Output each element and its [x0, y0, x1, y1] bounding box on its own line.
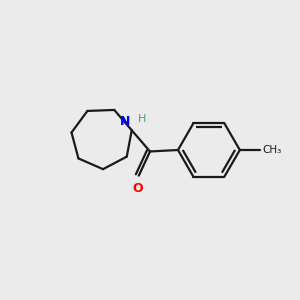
Text: CH₃: CH₃ — [263, 145, 282, 155]
Text: O: O — [132, 182, 143, 195]
Text: N: N — [120, 115, 130, 128]
Text: H: H — [138, 114, 147, 124]
